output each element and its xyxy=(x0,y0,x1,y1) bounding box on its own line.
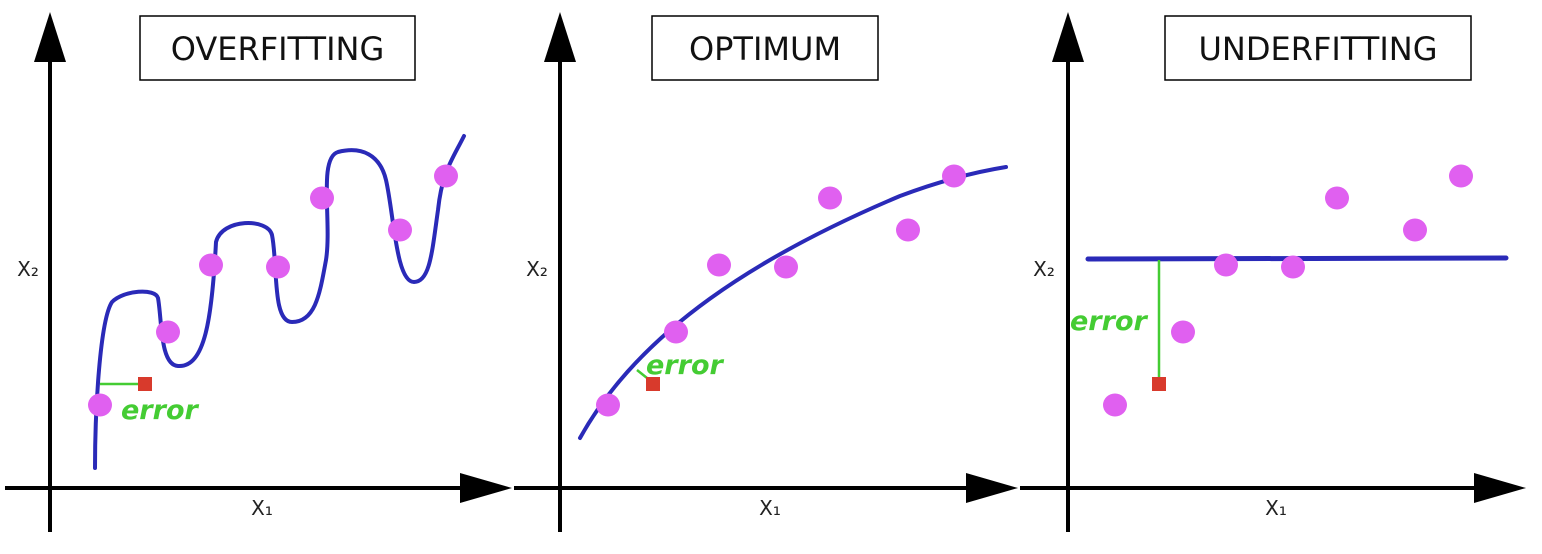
data-point xyxy=(88,393,112,417)
y-axis-arrowhead xyxy=(34,12,66,62)
data-points xyxy=(88,164,458,417)
y-axis-arrowhead xyxy=(1052,12,1084,62)
data-point xyxy=(896,218,920,242)
data-point xyxy=(664,320,688,344)
data-point xyxy=(1103,393,1127,417)
data-point xyxy=(1403,218,1427,242)
data-point xyxy=(434,164,458,188)
error-label: error xyxy=(121,395,199,426)
x-axis-label: X₁ xyxy=(1265,496,1287,520)
x-axis-arrowhead xyxy=(1474,473,1526,503)
data-point xyxy=(199,253,223,277)
error-marker xyxy=(138,377,152,391)
data-point xyxy=(818,186,842,210)
data-point xyxy=(942,164,966,188)
x-axis xyxy=(5,473,512,503)
data-point xyxy=(1214,253,1238,277)
panel-title: UNDERFITTING xyxy=(1199,30,1438,68)
y-axis xyxy=(544,12,576,532)
data-point xyxy=(1325,186,1349,210)
y-axis xyxy=(34,12,66,532)
panel-overfitting: OVERFITTING X₂ X₁ error xyxy=(5,12,512,532)
panel-underfitting: UNDERFITTING X₂ X₁ error xyxy=(1020,12,1526,532)
x-axis-arrowhead xyxy=(460,473,512,503)
fit-curve xyxy=(93,134,466,470)
data-point xyxy=(266,255,290,279)
x-axis-label: X₁ xyxy=(251,496,273,520)
x-axis xyxy=(514,473,1018,503)
title-box: OVERFITTING xyxy=(139,15,416,81)
y-axis-label: X₂ xyxy=(1033,257,1055,281)
title-box: UNDERFITTING xyxy=(1164,15,1472,81)
y-axis-label: X₂ xyxy=(526,257,548,281)
data-point xyxy=(707,253,731,277)
data-point xyxy=(1171,320,1195,344)
data-points xyxy=(596,164,966,417)
data-point xyxy=(156,320,180,344)
x-axis-label: X₁ xyxy=(759,496,781,520)
data-point xyxy=(1281,255,1305,279)
error-marker xyxy=(1152,377,1166,391)
data-points xyxy=(1103,164,1473,417)
error-label: error xyxy=(1070,306,1148,337)
y-axis-label: X₂ xyxy=(17,257,39,281)
error-marker xyxy=(646,377,660,391)
x-axis-arrowhead xyxy=(966,473,1018,503)
panel-optimum: OPTIMUM X₂ X₁ error xyxy=(514,12,1018,532)
y-axis xyxy=(1052,12,1084,532)
data-point xyxy=(774,255,798,279)
data-point xyxy=(388,218,412,242)
panel-title: OVERFITTING xyxy=(171,30,385,68)
title-box: OPTIMUM xyxy=(651,15,879,81)
x-axis xyxy=(1020,473,1526,503)
data-point xyxy=(310,186,334,210)
error-label: error xyxy=(646,350,724,381)
y-axis-arrowhead xyxy=(544,12,576,62)
data-point xyxy=(596,393,620,417)
panel-title: OPTIMUM xyxy=(689,30,841,68)
fit-curve xyxy=(578,165,1008,440)
data-point xyxy=(1449,164,1473,188)
